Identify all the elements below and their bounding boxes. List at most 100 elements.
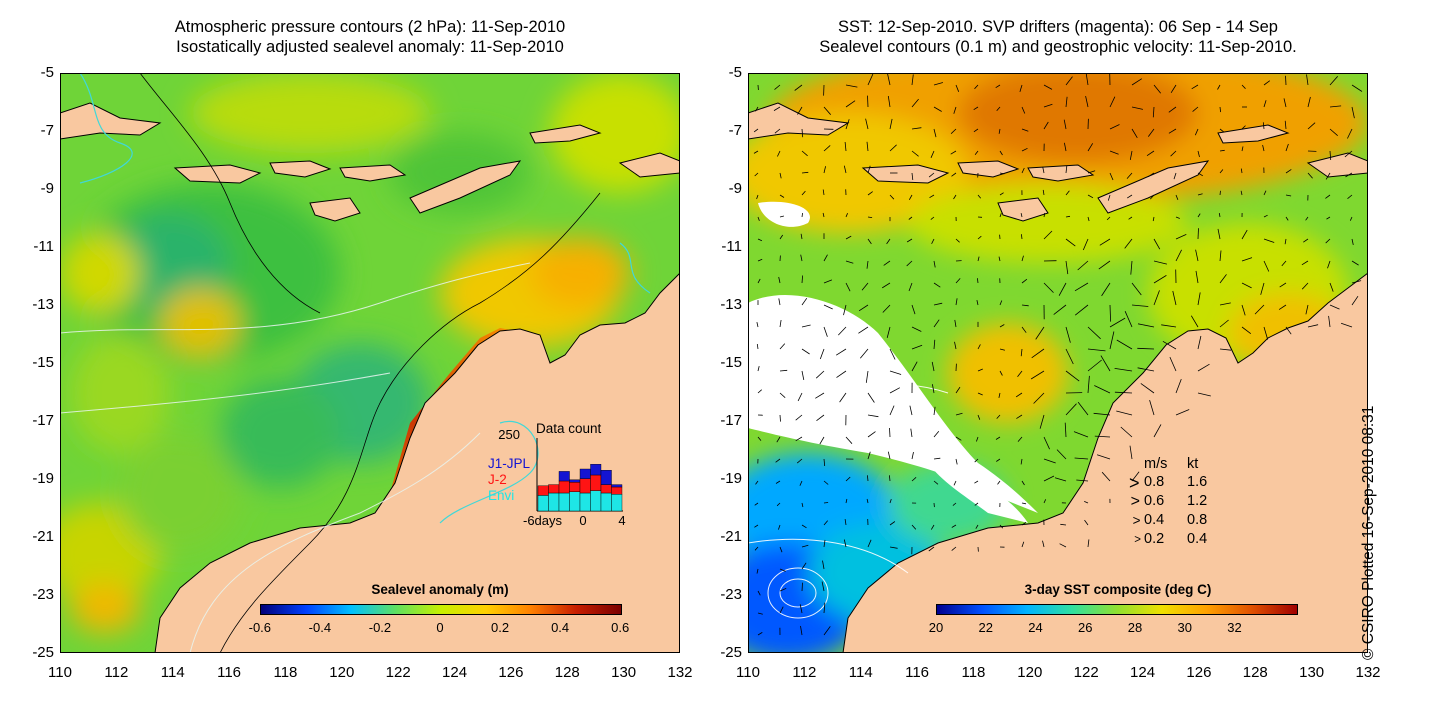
velocity-arrow bbox=[1262, 122, 1265, 130]
sst-colorbar: 3-day SST composite (deg C) 20 22 24 26 28 30… bbox=[929, 580, 1300, 644]
velocity-arrow bbox=[1109, 150, 1119, 155]
right-title-line1: SST: 12-Sep-2010. SVP drifters (magenta)… bbox=[838, 18, 1278, 36]
colorbar-tick-label: 22 bbox=[978, 620, 993, 635]
velocity-arrow bbox=[1219, 106, 1221, 113]
velocity-arrow bbox=[933, 480, 939, 485]
velocity-arrow bbox=[911, 344, 923, 350]
velocity-arrow bbox=[1219, 274, 1227, 284]
velocity-arrow bbox=[955, 386, 961, 394]
pressure-contours bbox=[139, 73, 601, 653]
velocity-arrow bbox=[1065, 370, 1080, 382]
velocity-arrow bbox=[1197, 392, 1211, 397]
velocity-arrow bbox=[1074, 282, 1089, 292]
velocity-arrow bbox=[845, 235, 852, 240]
right-y-tick: -5 bbox=[728, 64, 742, 81]
velocity-arrow bbox=[800, 625, 803, 636]
velocity-arrow bbox=[1175, 378, 1182, 394]
velocity-arrow bbox=[1194, 128, 1199, 136]
left-x-tick: 126 bbox=[498, 664, 524, 681]
velocity-arrow bbox=[845, 436, 853, 444]
velocity-arrow bbox=[955, 458, 958, 465]
velocity-arrow bbox=[954, 341, 957, 350]
velocity-arrow bbox=[999, 348, 1006, 351]
velocity-arrow bbox=[1100, 355, 1111, 372]
velocity-arrow bbox=[996, 458, 1001, 462]
velocity-arrow bbox=[1328, 315, 1331, 328]
sst-plot bbox=[748, 73, 1368, 653]
colorbar-tick-label: 28 bbox=[1127, 620, 1143, 635]
velocity-arrow bbox=[1053, 304, 1067, 315]
velocity-arrow bbox=[1073, 431, 1089, 438]
velocity-arrow bbox=[779, 588, 787, 592]
velocity-arrow bbox=[1093, 412, 1111, 416]
velocity-arrow bbox=[1241, 326, 1252, 335]
velocity-arrow bbox=[1168, 128, 1177, 134]
left-y-tick: -5 bbox=[40, 64, 54, 81]
velocity-arrow bbox=[821, 581, 825, 592]
inset-bar-j2 bbox=[548, 484, 560, 494]
velocity-arrow bbox=[1131, 282, 1142, 296]
velocity-arrow bbox=[951, 524, 957, 528]
velocity-arrow bbox=[757, 216, 760, 221]
australia-land-right bbox=[842, 272, 1368, 653]
velocity-arrow bbox=[1087, 216, 1090, 222]
velocity-arrow bbox=[756, 568, 759, 574]
velocity-arrow bbox=[801, 502, 804, 508]
left-y-tick: -25 bbox=[32, 644, 54, 661]
velocity-arrow bbox=[889, 405, 895, 416]
velocity-arrow bbox=[1285, 326, 1292, 335]
velocity-arrow bbox=[955, 238, 960, 243]
velocity-arrow bbox=[1043, 436, 1050, 450]
velocity-arrow bbox=[1087, 539, 1090, 548]
velocity-arrow bbox=[1063, 119, 1067, 130]
right-y-tick: -25 bbox=[720, 644, 742, 661]
velocity-arrow bbox=[822, 560, 825, 570]
velocity-arrow bbox=[1101, 471, 1111, 482]
velocity-arrow bbox=[955, 278, 961, 284]
velocity-arrow bbox=[779, 414, 781, 422]
velocity-arrow bbox=[951, 546, 957, 551]
velocity-arrow bbox=[889, 521, 896, 526]
velocity-arrow bbox=[801, 297, 808, 306]
velocity-arrow bbox=[773, 106, 781, 111]
velocity-arrow bbox=[1059, 543, 1067, 548]
velocity-legend-row: >0.6 1.2 bbox=[1125, 493, 1235, 511]
inset-bar-j2 bbox=[537, 485, 549, 496]
velocity-arrow bbox=[1195, 270, 1199, 284]
left-y-tick: -21 bbox=[32, 528, 54, 545]
velocity-arrow bbox=[910, 428, 913, 438]
velocity-arrow bbox=[757, 632, 763, 636]
velocity-arrow bbox=[799, 480, 803, 486]
inset-xtick-start: -6days bbox=[523, 513, 563, 528]
velocity-legend-ms: 0.2 bbox=[1144, 531, 1165, 547]
velocity-arrow bbox=[794, 84, 803, 91]
velocity-arrow bbox=[1109, 172, 1114, 181]
velocity-arrow bbox=[887, 73, 891, 86]
cyan-contours bbox=[79, 73, 651, 524]
velocity-arrow bbox=[1263, 326, 1269, 340]
velocity-arrow bbox=[1197, 193, 1203, 196]
velocity-arrow bbox=[1042, 166, 1045, 174]
velocity-arrow bbox=[1035, 326, 1045, 340]
sla-colorbar-ticks: -0.6 -0.4 -0.2 0 0.2 0.4 0.6 bbox=[249, 620, 630, 638]
velocity-arrow bbox=[889, 144, 897, 152]
velocity-arrow bbox=[1241, 229, 1248, 240]
velocity-arrow bbox=[1021, 234, 1023, 240]
inset-bar-envi bbox=[611, 493, 623, 512]
velocity-arrow bbox=[1031, 348, 1045, 359]
velocity-arrow bbox=[845, 100, 856, 108]
velocity-arrow bbox=[1043, 103, 1053, 108]
velocity-arrow bbox=[823, 480, 829, 485]
inset-bar-j1 bbox=[569, 479, 581, 483]
velocity-arrow bbox=[1056, 449, 1067, 460]
velocity-arrow bbox=[867, 414, 879, 418]
velocity-arrow bbox=[1347, 194, 1353, 200]
velocity-arrow bbox=[1344, 150, 1353, 158]
velocity-arrow bbox=[976, 300, 979, 306]
velocity-arrow bbox=[1076, 479, 1089, 482]
velocity-arrow bbox=[1019, 84, 1023, 93]
velocity-arrow bbox=[1347, 128, 1353, 139]
velocity-arrow bbox=[1170, 84, 1177, 94]
velocity-arrow bbox=[1099, 238, 1111, 246]
velocity-arrow bbox=[1254, 304, 1265, 315]
